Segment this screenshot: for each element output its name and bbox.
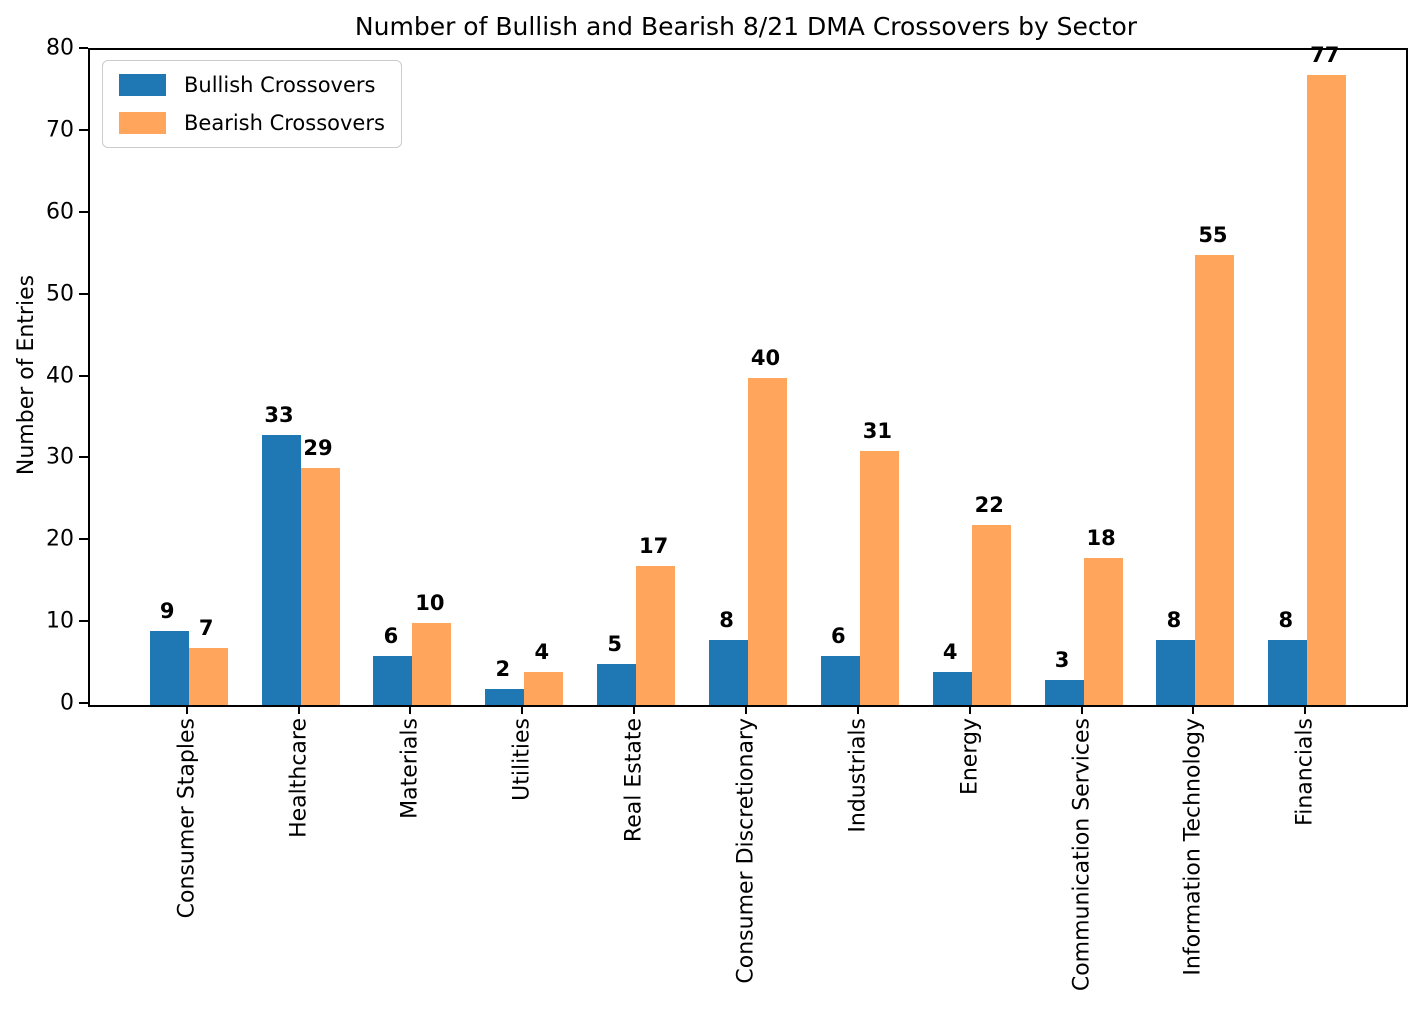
y-tick-mark — [79, 374, 88, 377]
y-tick-mark — [79, 210, 88, 213]
bar-value-label: 17 — [639, 533, 669, 558]
bar-bearish — [1195, 254, 1235, 705]
bar-value-label: 7 — [198, 615, 214, 640]
bearish-swatch — [119, 112, 166, 134]
x-tick-label: Financials — [1292, 718, 1318, 826]
bar-bearish — [300, 467, 340, 705]
bar-bullish — [1156, 639, 1196, 705]
x-tick-mark — [745, 705, 747, 714]
bar-bearish — [412, 623, 452, 705]
legend: Bullish Crossovers Bearish Crossovers — [102, 60, 402, 148]
x-tick-label: Information Technology — [1180, 718, 1206, 976]
x-tick-label: Industrials — [845, 718, 871, 833]
bar-value-label: 6 — [831, 623, 846, 648]
legend-label-bullish: Bullish Crossovers — [184, 73, 376, 97]
x-tick-label: Consumer Discretionary — [733, 718, 759, 984]
x-tick-label: Communication Services — [1069, 718, 1095, 992]
bar-value-label: 77 — [1310, 42, 1340, 67]
bar-value-label: 8 — [1278, 607, 1294, 632]
x-tick-mark — [185, 705, 188, 714]
x-tick-label: Healthcare — [286, 718, 312, 838]
y-tick-mark — [79, 620, 88, 623]
y-tick-label: 30 — [46, 444, 74, 470]
plot-area: Bullish Crossovers Bearish Crossovers — [88, 48, 1408, 707]
y-tick-mark — [79, 456, 88, 459]
x-tick-label: Real Estate — [621, 718, 647, 843]
y-tick-label: 60 — [46, 199, 74, 225]
x-tick-mark — [633, 705, 636, 714]
bar-bearish — [971, 524, 1011, 705]
y-tick-label: 80 — [46, 35, 74, 61]
legend-item-bearish: Bearish Crossovers — [119, 111, 385, 135]
y-tick-label: 10 — [46, 608, 74, 634]
bar-bearish — [188, 647, 228, 705]
x-tick-mark — [1304, 705, 1307, 714]
x-tick-mark — [297, 705, 300, 714]
bar-value-label: 3 — [1054, 648, 1070, 673]
y-tick-label: 40 — [46, 363, 74, 388]
bar-value-label: 29 — [303, 435, 333, 460]
bar-bearish — [1083, 557, 1123, 705]
bar-value-label: 31 — [862, 419, 892, 444]
bar-bearish — [748, 377, 787, 705]
y-tick-mark — [79, 47, 88, 49]
y-tick-mark — [79, 702, 88, 704]
x-tick-mark — [856, 705, 859, 714]
x-tick-label: Materials — [397, 718, 423, 819]
x-tick-mark — [968, 705, 971, 714]
y-tick-mark — [79, 538, 88, 541]
bar-bearish — [1307, 74, 1347, 705]
bar-bearish — [636, 565, 676, 705]
bar-bullish — [485, 688, 525, 705]
bar-value-label: 18 — [1086, 525, 1116, 550]
x-tick-mark — [409, 705, 412, 714]
x-tick-label: Utilities — [509, 718, 535, 801]
bar-bullish — [373, 655, 413, 705]
y-tick-mark — [79, 292, 88, 295]
bullish-swatch — [119, 74, 166, 96]
y-tick-label: 70 — [46, 117, 74, 143]
bar-value-label: 8 — [719, 607, 734, 632]
chart-title: Number of Bullish and Bearish 8/21 DMA C… — [354, 12, 1138, 41]
bar-bullish — [820, 655, 860, 705]
bar-value-label: 33 — [264, 402, 294, 427]
y-tick-mark — [79, 128, 88, 131]
bar-value-label: 22 — [974, 492, 1004, 517]
bar-value-label: 9 — [159, 599, 175, 624]
bar-value-label: 8 — [1166, 607, 1182, 632]
x-tick-mark — [1192, 705, 1195, 714]
y-tick-label: 20 — [46, 526, 74, 552]
bar-value-label: 6 — [383, 623, 399, 648]
x-tick-label: Consumer Staples — [174, 718, 200, 919]
bar-bullish — [1044, 680, 1084, 705]
bar-value-label: 4 — [942, 640, 958, 665]
bar-bearish — [524, 672, 564, 705]
bar-bearish — [859, 451, 899, 705]
bar-bullish — [1268, 639, 1308, 705]
x-tick-mark — [521, 705, 524, 714]
y-tick-label: 0 — [60, 690, 74, 716]
bar-bullish — [932, 672, 972, 705]
x-tick-label: Energy — [957, 718, 983, 796]
bar-bullish — [149, 631, 189, 705]
x-tick-mark — [1080, 705, 1083, 714]
bar-bullish — [597, 664, 637, 705]
bar-value-label: 4 — [534, 640, 550, 665]
bar-bullish — [261, 434, 301, 705]
bar-value-label: 2 — [495, 656, 511, 681]
legend-label-bearish: Bearish Crossovers — [184, 111, 385, 135]
legend-item-bullish: Bullish Crossovers — [119, 73, 385, 97]
bar-value-label: 5 — [607, 632, 622, 657]
bar-value-label: 55 — [1198, 222, 1228, 247]
y-tick-label: 50 — [46, 281, 74, 307]
bar-bullish — [709, 639, 748, 705]
bar-value-label: 10 — [415, 591, 445, 616]
bar-value-label: 40 — [750, 345, 781, 370]
